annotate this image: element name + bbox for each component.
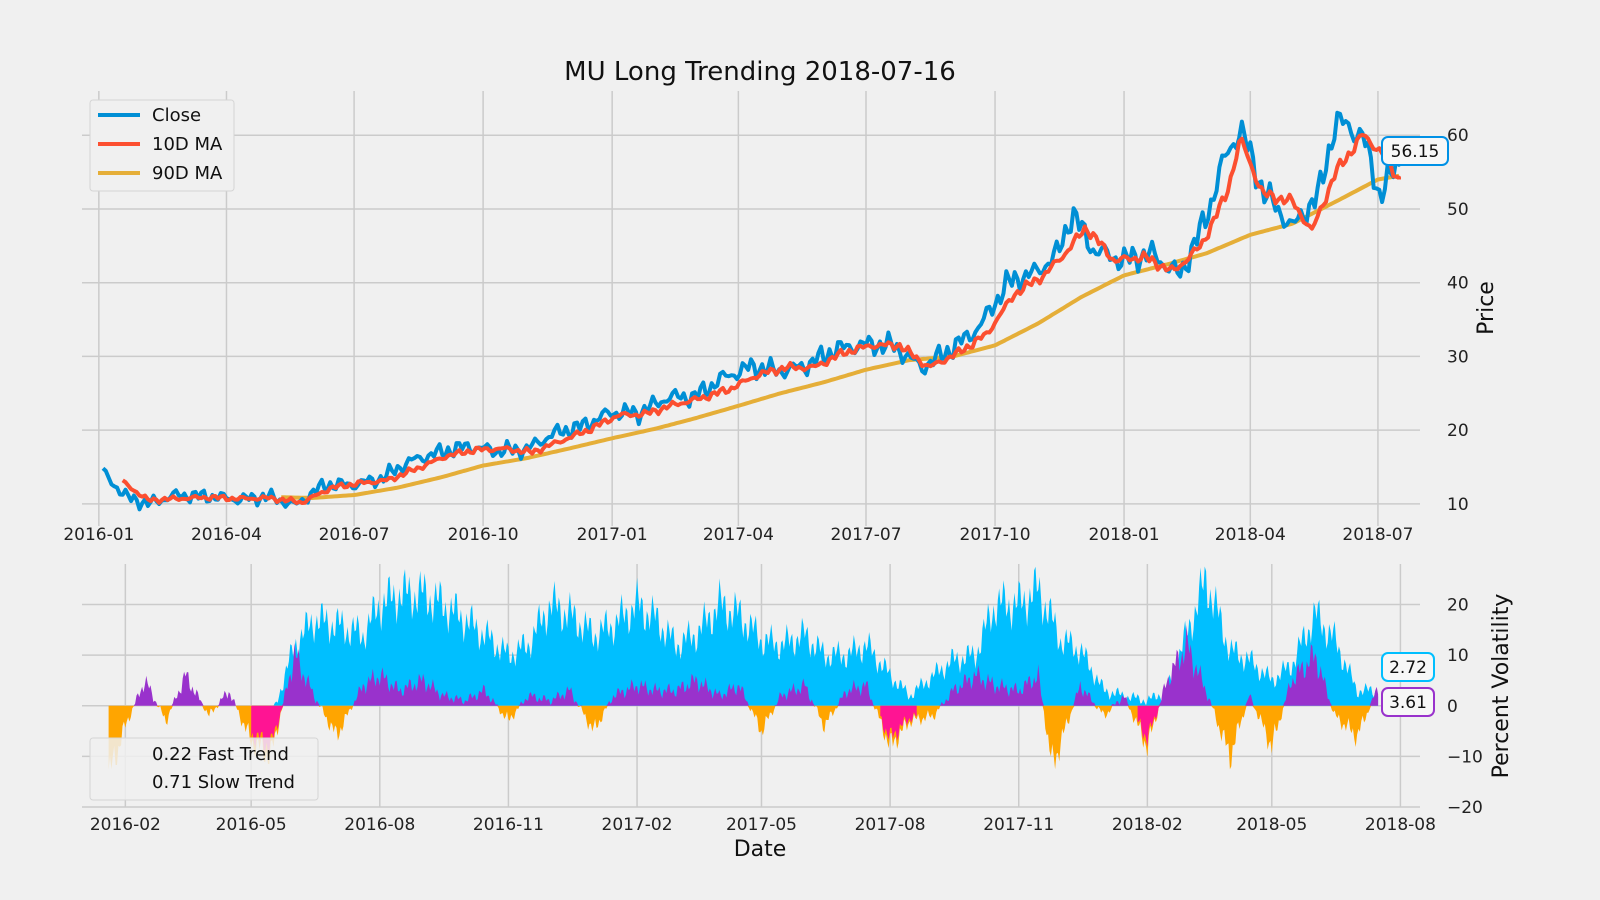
fast-trend-strong-negative-area bbox=[880, 705, 917, 741]
volatility-y-tick-label: 0 bbox=[1447, 697, 1458, 717]
price-plot-area bbox=[82, 91, 1420, 526]
price-x-tick-label: 2016-04 bbox=[191, 525, 262, 545]
price-panel: 10 20 30 40 50 60 2016-01 2016-04 2016-07 2016-1… bbox=[63, 57, 1499, 545]
slow-trend-value: 3.61 bbox=[1389, 693, 1427, 713]
volatility-x-tick-label: 2016-08 bbox=[344, 815, 415, 835]
volatility-x-tick-label: 2017-11 bbox=[983, 815, 1054, 835]
price-x-tick-label: 2016-10 bbox=[448, 525, 519, 545]
fast-trend-strong-negative-area bbox=[1137, 705, 1160, 747]
last-close-badge-box bbox=[1381, 136, 1449, 166]
volatility-legend-box bbox=[89, 737, 319, 801]
slow-trend-badge-box bbox=[1381, 687, 1435, 717]
close-price-line bbox=[101, 110, 1401, 512]
chart-title: MU Long Trending 2018-07-16 bbox=[564, 57, 956, 87]
legend-label-slow-trend: 0.71 Slow Trend bbox=[152, 772, 295, 793]
volatility-y-tick-label: 10 bbox=[1447, 646, 1469, 666]
volatility-areas bbox=[108, 566, 1379, 770]
legend-label-close: Close bbox=[152, 105, 201, 126]
price-y-tick-label: 50 bbox=[1447, 200, 1469, 220]
volatility-x-tick-labels: 2016-02 2016-05 2016-08 2016-11 2017-02 2017-… bbox=[90, 815, 1436, 835]
price-y-tick-labels: 10 20 30 40 50 60 bbox=[1447, 126, 1469, 515]
fast-trend-negative-area bbox=[108, 705, 1379, 770]
volatility-y-tick-label: −20 bbox=[1447, 798, 1483, 818]
price-x-tick-label: 2018-01 bbox=[1089, 525, 1160, 545]
fast-trend-positive-area bbox=[108, 625, 1379, 706]
legend-label-10d-ma: 10D MA bbox=[152, 134, 223, 155]
ma-90d-line bbox=[281, 173, 1400, 500]
price-series bbox=[101, 110, 1401, 512]
volatility-x-tick-label: 2017-08 bbox=[855, 815, 926, 835]
fast-trend-badge-box bbox=[1381, 652, 1435, 682]
fast-trend-strong-negative-area bbox=[251, 705, 285, 753]
price-y-tick-label: 40 bbox=[1447, 274, 1469, 294]
volatility-x-tick-label: 2016-02 bbox=[90, 815, 161, 835]
legend-label-90d-ma: 90D MA bbox=[152, 163, 223, 184]
date-axis-title: Date bbox=[734, 837, 787, 862]
fast-trend-badge: 2.72 bbox=[1381, 652, 1435, 682]
price-x-tick-label: 2017-01 bbox=[577, 525, 648, 545]
price-x-tick-labels: 2016-01 2016-04 2016-07 2016-10 2017-01 2017-… bbox=[63, 525, 1413, 545]
price-x-tick-label: 2016-01 bbox=[63, 525, 134, 545]
last-close-badge: 56.15 bbox=[1381, 136, 1449, 166]
price-x-tick-label: 2016-07 bbox=[319, 525, 390, 545]
price-axis-title: Price bbox=[1474, 281, 1499, 335]
volatility-legend: 0.22 Fast Trend 0.71 Slow Trend bbox=[89, 737, 319, 801]
volatility-x-tick-label: 2018-08 bbox=[1365, 815, 1436, 835]
volatility-x-tick-label: 2016-05 bbox=[216, 815, 287, 835]
volatility-y-tick-labels: −20 −10 0 10 20 bbox=[1447, 596, 1483, 819]
price-x-tick-label: 2017-10 bbox=[960, 525, 1031, 545]
volatility-x-tick-label: 2017-02 bbox=[602, 815, 673, 835]
slow-trend-area bbox=[108, 566, 1379, 706]
price-y-tick-label: 30 bbox=[1447, 347, 1469, 367]
volatility-panel: −20 −10 0 10 20 2016-02 2016-05 2016-08 2016-11… bbox=[82, 564, 1514, 862]
price-y-tick-label: 20 bbox=[1447, 421, 1469, 441]
volatility-y-tick-label: −10 bbox=[1447, 747, 1483, 767]
volatility-x-tick-label: 2018-05 bbox=[1236, 815, 1307, 835]
legend-label-fast-trend: 0.22 Fast Trend bbox=[152, 744, 289, 765]
price-x-tick-label: 2018-04 bbox=[1215, 525, 1286, 545]
volatility-x-tick-label: 2018-02 bbox=[1112, 815, 1183, 835]
volatility-x-tick-label: 2017-05 bbox=[726, 815, 797, 835]
price-legend: Close 10D MA 90D MA bbox=[89, 99, 235, 192]
price-y-tick-label: 10 bbox=[1447, 495, 1469, 515]
price-x-tick-label: 2017-07 bbox=[830, 525, 901, 545]
volatility-y-tick-label: 20 bbox=[1447, 596, 1469, 616]
price-x-tick-label: 2017-04 bbox=[703, 525, 774, 545]
volatility-x-tick-label: 2016-11 bbox=[473, 815, 544, 835]
last-close-value: 56.15 bbox=[1391, 142, 1440, 162]
price-x-tick-label: 2018-07 bbox=[1342, 525, 1413, 545]
ma-10d-line bbox=[121, 133, 1401, 506]
slow-trend-badge: 3.61 bbox=[1381, 687, 1435, 717]
fast-trend-value: 2.72 bbox=[1389, 658, 1427, 678]
price-y-tick-label: 60 bbox=[1447, 126, 1469, 146]
price-legend-box bbox=[89, 99, 235, 192]
volatility-axis-title: Percent Volatility bbox=[1489, 594, 1514, 779]
